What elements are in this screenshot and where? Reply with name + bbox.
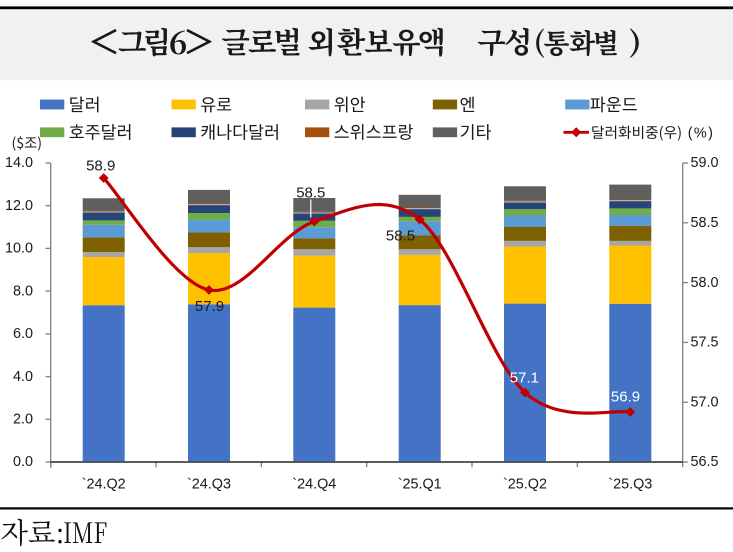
svg-text:58.5: 58.5 xyxy=(691,215,719,231)
svg-text:10.0: 10.0 xyxy=(5,241,33,257)
svg-text:58.5: 58.5 xyxy=(386,228,415,245)
svg-text:`24.Q4: `24.Q4 xyxy=(292,477,336,493)
svg-text:`24.Q3: `24.Q3 xyxy=(187,477,231,493)
svg-text:14.0: 14.0 xyxy=(5,155,33,171)
svg-text:`24.Q2: `24.Q2 xyxy=(82,477,126,493)
svg-text:56.9: 56.9 xyxy=(611,389,640,406)
svg-text:12.0: 12.0 xyxy=(5,198,33,214)
svg-text:`25.Q3: `25.Q3 xyxy=(608,477,652,493)
svg-text:8.0: 8.0 xyxy=(13,283,33,299)
svg-text:2.0: 2.0 xyxy=(13,412,33,428)
svg-text:6.0: 6.0 xyxy=(13,326,33,342)
svg-text:56.5: 56.5 xyxy=(691,454,719,470)
svg-text:59.0: 59.0 xyxy=(691,155,719,171)
svg-text:`25.Q2: `25.Q2 xyxy=(503,477,547,493)
svg-text:58.9: 58.9 xyxy=(86,158,115,175)
svg-text:(%): (%) xyxy=(688,125,714,141)
svg-text:57.1: 57.1 xyxy=(510,370,539,387)
svg-text:0.0: 0.0 xyxy=(13,454,33,470)
svg-text:4.0: 4.0 xyxy=(13,369,33,385)
svg-text:58.0: 58.0 xyxy=(691,275,719,291)
svg-text:`25.Q1: `25.Q1 xyxy=(398,477,442,493)
svg-text:57.5: 57.5 xyxy=(691,335,719,351)
svg-text:57.0: 57.0 xyxy=(691,394,719,410)
svg-text:57.9: 57.9 xyxy=(195,298,224,315)
svg-text:58.5: 58.5 xyxy=(296,184,325,201)
